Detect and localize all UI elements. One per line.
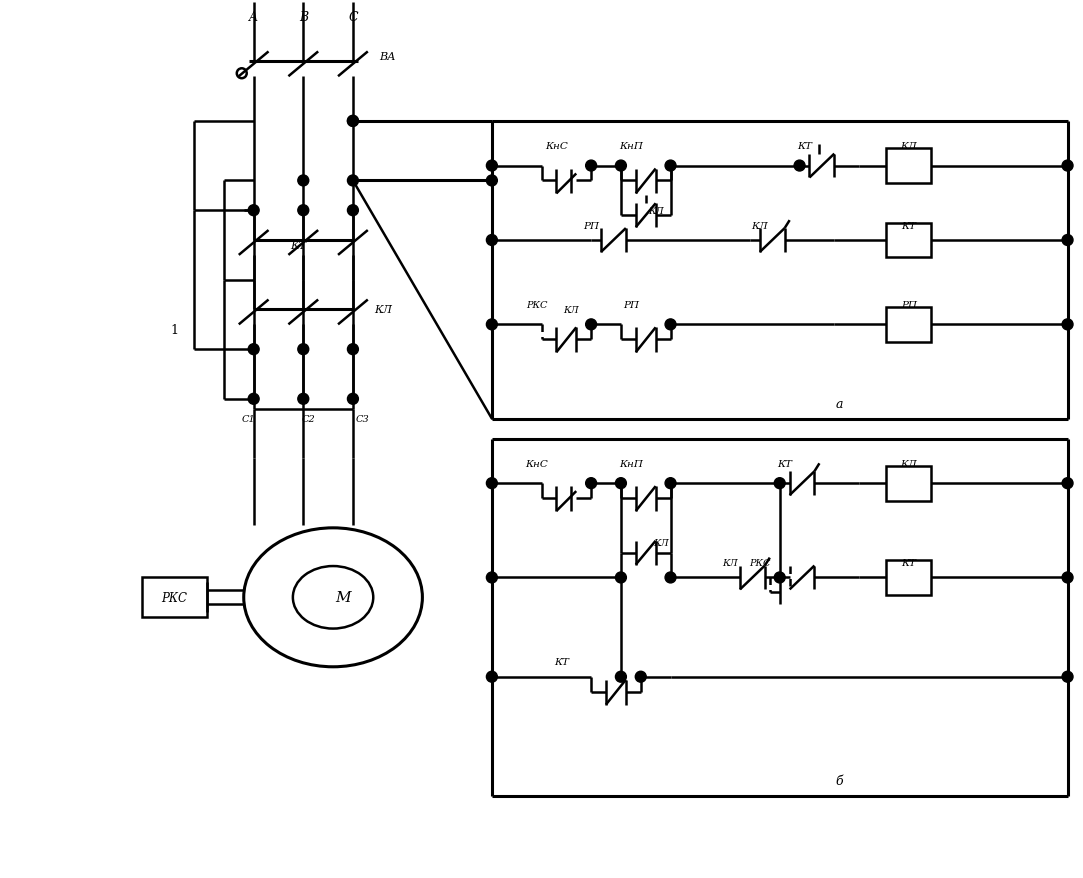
Text: КЛ: КЛ (648, 206, 664, 215)
Text: РП: РП (901, 300, 916, 310)
Text: КнС: КнС (545, 142, 567, 151)
Circle shape (1062, 320, 1073, 330)
Circle shape (348, 344, 358, 356)
Circle shape (486, 161, 497, 172)
Bar (886, 307, 931, 342)
Bar (142, 578, 207, 617)
Text: A: A (249, 11, 258, 24)
Text: КТ: КТ (290, 241, 306, 250)
Text: 1: 1 (170, 323, 179, 336)
Circle shape (586, 479, 597, 489)
Circle shape (486, 320, 497, 330)
Text: C1: C1 (242, 414, 256, 424)
Text: М: М (335, 591, 351, 605)
Circle shape (665, 479, 676, 489)
Circle shape (665, 320, 676, 330)
Circle shape (486, 572, 497, 583)
Text: РКС: РКС (749, 558, 771, 567)
Text: РКС: РКС (161, 591, 187, 604)
Circle shape (1062, 161, 1073, 172)
Text: а: а (835, 398, 843, 411)
Circle shape (586, 320, 597, 330)
Text: КнП: КнП (618, 459, 643, 468)
Circle shape (348, 205, 358, 216)
Text: КЛ: КЛ (374, 306, 392, 315)
Circle shape (615, 479, 626, 489)
Bar (886, 466, 931, 501)
Circle shape (348, 116, 358, 127)
Circle shape (348, 394, 358, 405)
Circle shape (1062, 235, 1073, 246)
Circle shape (298, 205, 309, 216)
Text: б: б (835, 774, 843, 788)
Text: КЛ: КЛ (563, 306, 579, 314)
Circle shape (486, 479, 497, 489)
Circle shape (615, 672, 626, 682)
Circle shape (774, 572, 785, 583)
Circle shape (615, 572, 626, 583)
Circle shape (665, 161, 676, 172)
Circle shape (586, 161, 597, 172)
Circle shape (1062, 572, 1073, 583)
Bar (886, 223, 931, 258)
Circle shape (1062, 479, 1073, 489)
Text: C2: C2 (301, 414, 315, 424)
Text: РП: РП (623, 300, 639, 310)
Bar (886, 149, 931, 184)
Bar (886, 560, 931, 595)
Text: КнП: КнП (618, 142, 643, 151)
Text: РКС: РКС (525, 300, 547, 310)
Text: КТ: КТ (797, 142, 812, 151)
Circle shape (665, 572, 676, 583)
Text: КТ: КТ (778, 459, 792, 468)
Text: КнС: КнС (525, 459, 548, 468)
Circle shape (615, 161, 626, 172)
Circle shape (298, 176, 309, 187)
Circle shape (636, 672, 647, 682)
Circle shape (298, 344, 309, 356)
Circle shape (248, 394, 259, 405)
Circle shape (794, 161, 805, 172)
Circle shape (348, 176, 358, 187)
Text: B: B (299, 11, 308, 24)
Text: КЛ: КЛ (722, 558, 738, 567)
Text: КЛ: КЛ (900, 459, 917, 468)
Circle shape (1062, 672, 1073, 682)
Text: КЛ: КЛ (900, 142, 917, 151)
Circle shape (774, 479, 785, 489)
Circle shape (248, 205, 259, 216)
Circle shape (486, 176, 497, 187)
Circle shape (486, 672, 497, 682)
Text: КЛ: КЛ (653, 538, 668, 548)
Text: КЛ: КЛ (752, 221, 768, 230)
Circle shape (298, 394, 309, 405)
Text: КТ: КТ (901, 558, 916, 567)
Text: ВА: ВА (379, 53, 396, 62)
Text: КТ: КТ (553, 658, 569, 666)
Text: КТ: КТ (901, 221, 916, 230)
Circle shape (348, 116, 358, 127)
Text: C3: C3 (356, 414, 369, 424)
Circle shape (486, 235, 497, 246)
Text: РП: РП (583, 221, 599, 230)
Text: C: C (348, 11, 357, 24)
Circle shape (248, 344, 259, 356)
